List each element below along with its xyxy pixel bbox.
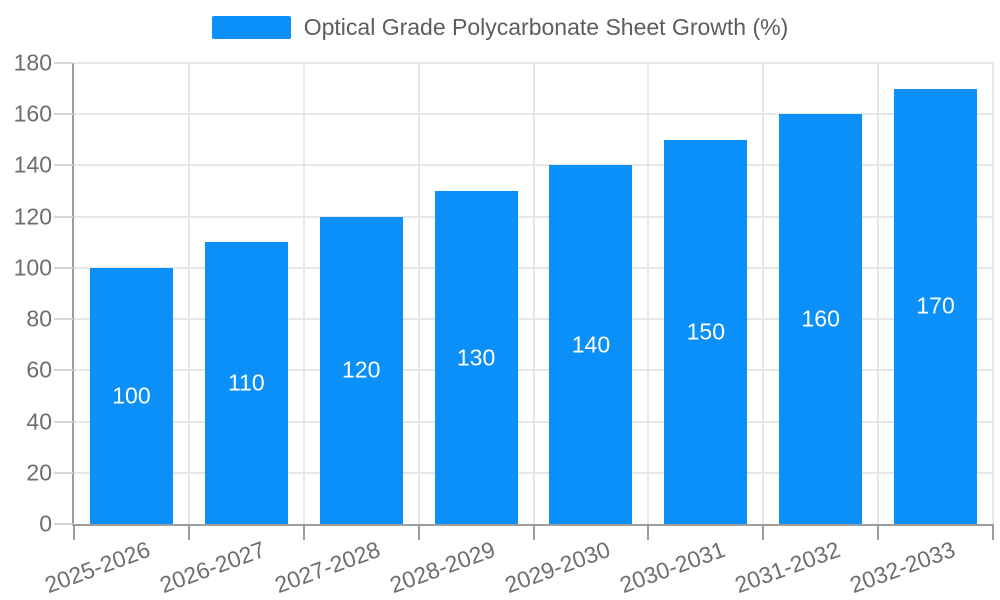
legend[interactable]: Optical Grade Polycarbonate Sheet Growth… [0, 16, 1000, 39]
y-tick-label: 120 [13, 203, 52, 230]
x-category-label: 2026-2027 [156, 536, 269, 599]
x-category-label: 2032-2033 [845, 536, 959, 599]
x-axis-tick [877, 524, 880, 540]
bar-value-label: 110 [227, 369, 265, 396]
v-gridline [187, 63, 190, 524]
bar [894, 88, 978, 524]
x-category-label: 2027-2028 [271, 536, 384, 599]
x-axis-tick [647, 524, 650, 540]
y-tick-label: 0 [39, 510, 52, 537]
v-gridline [302, 63, 305, 524]
x-axis-tick [532, 524, 535, 540]
legend-label[interactable]: Optical Grade Polycarbonate Sheet Growth… [303, 14, 789, 40]
y-tick-label: 20 [26, 459, 52, 486]
y-tick-label: 60 [26, 356, 52, 383]
y-axis-tick [54, 164, 73, 167]
bar-value-label: 140 [571, 331, 611, 358]
y-axis-tick [54, 369, 73, 372]
bar [204, 242, 288, 524]
y-tick-label: 180 [13, 49, 52, 76]
bar [549, 165, 633, 524]
x-axis-tick [73, 524, 75, 540]
x-axis-tick [302, 524, 305, 540]
y-tick-label: 140 [13, 151, 52, 178]
y-axis-tick [54, 62, 73, 64]
y-tick-label: 80 [26, 305, 52, 332]
v-gridline [762, 63, 765, 524]
y-axis-tick [54, 420, 73, 423]
bar [89, 267, 173, 524]
v-gridline [417, 63, 420, 524]
x-axis-tick [417, 524, 420, 540]
y-axis-tick [54, 318, 73, 321]
y-axis-tick [54, 266, 73, 269]
legend-swatch[interactable] [211, 16, 291, 39]
x-axis-tick [762, 524, 765, 540]
bar-value-label: 120 [342, 356, 381, 383]
v-gridline [992, 63, 994, 524]
bar [664, 139, 748, 524]
x-axis-tick [992, 524, 994, 540]
bar [779, 114, 863, 524]
x-category-label: 2028-2029 [386, 536, 499, 599]
bar-value-label: 100 [112, 382, 151, 409]
bar-value-label: 170 [916, 292, 955, 319]
bar-value-label: 130 [456, 344, 496, 371]
x-category-label: 2025-2026 [41, 536, 154, 599]
v-gridline [532, 63, 535, 524]
y-tick-label: 100 [13, 254, 52, 281]
y-axis-tick [54, 113, 73, 116]
bar [434, 191, 518, 524]
y-axis-tick [54, 471, 73, 474]
v-gridline [647, 63, 650, 524]
x-category-label: 2031-2032 [730, 536, 844, 599]
y-axis-tick [54, 523, 73, 525]
y-axis-tick [54, 215, 73, 218]
y-axis-line [72, 63, 74, 526]
plot-area: 0 20 40 60 80 100 120 140 160 180 100 2025-2026 110 2… [14, 51, 994, 598]
x-category-label: 2030-2031 [616, 536, 729, 599]
y-tick-label: 160 [13, 100, 52, 127]
bar-value-label: 150 [686, 318, 725, 345]
x-axis-tick [187, 524, 190, 540]
bar [319, 216, 403, 524]
v-gridline [877, 63, 880, 524]
bar-value-label: 160 [801, 305, 840, 332]
x-category-label: 2029-2030 [501, 536, 614, 599]
y-tick-label: 40 [26, 408, 52, 435]
